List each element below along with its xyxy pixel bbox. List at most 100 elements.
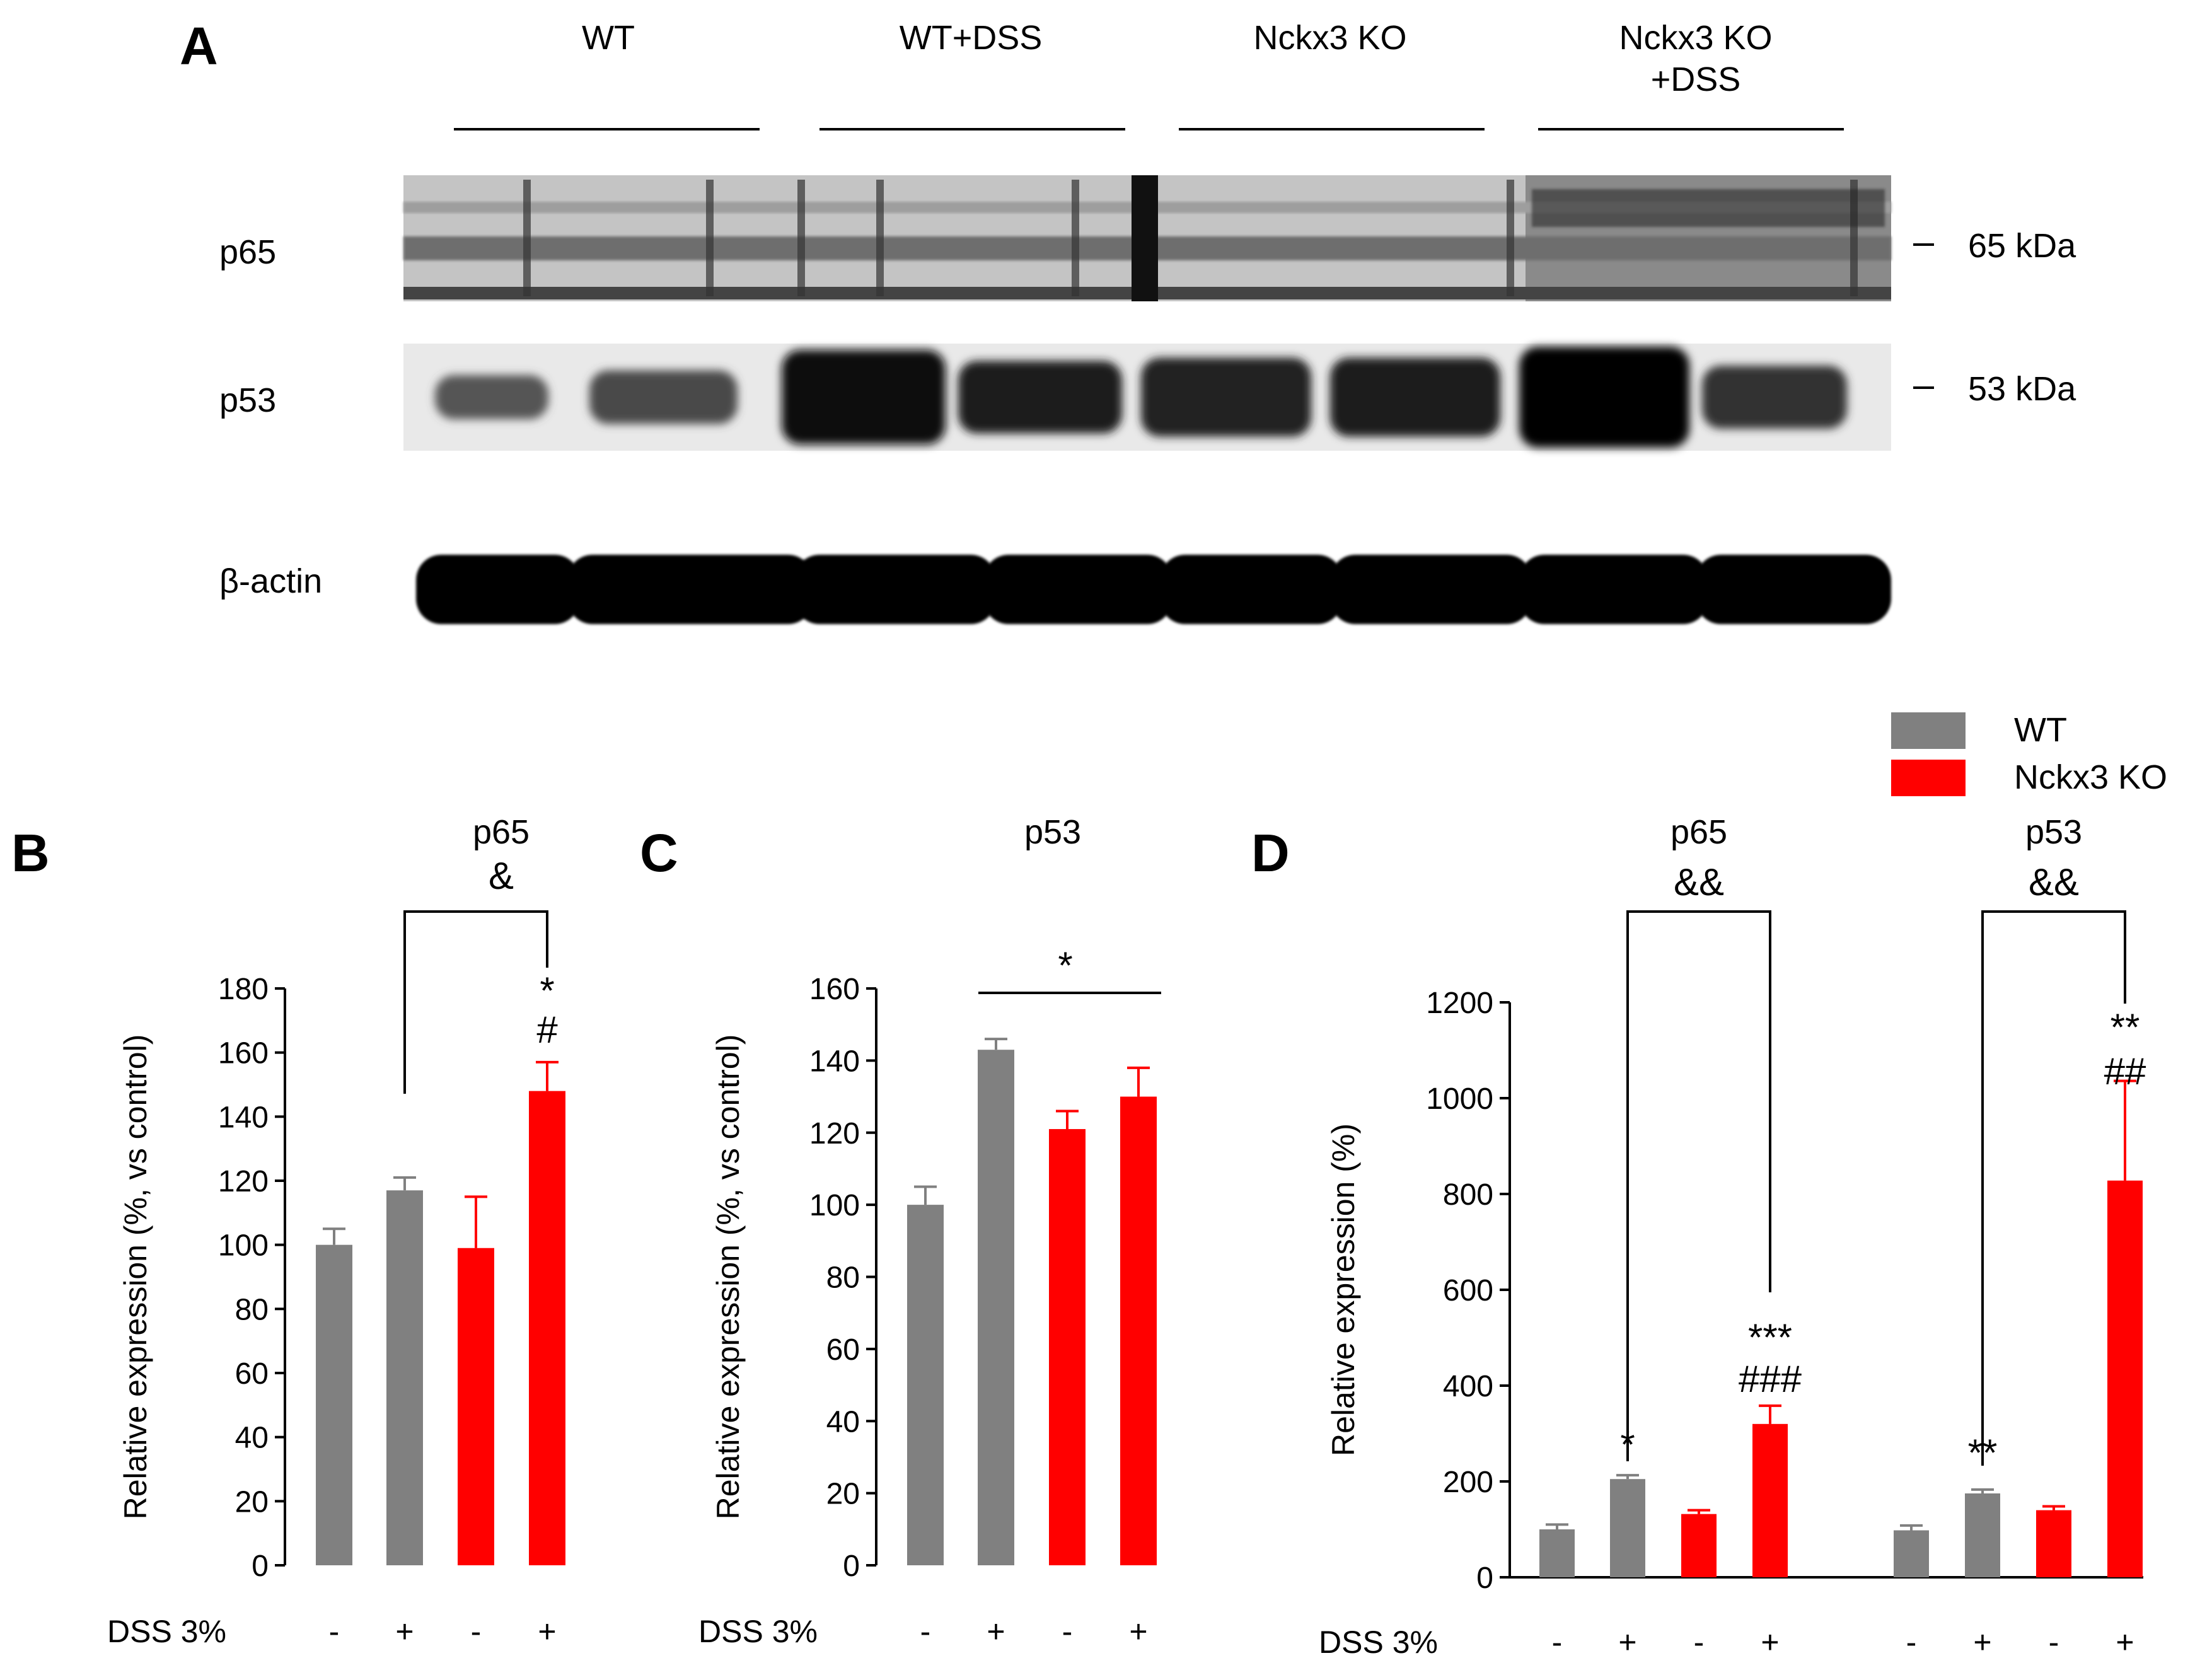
- p53-band: [435, 375, 548, 419]
- dss-sign: +: [538, 1614, 556, 1649]
- y-tick-label: 40: [235, 1422, 269, 1455]
- dss-sign: -: [1694, 1625, 1705, 1660]
- y-tick-label: 400: [1443, 1370, 1493, 1403]
- significance-mark: **: [1968, 1432, 1998, 1474]
- dss-sign: +: [1618, 1625, 1636, 1660]
- dss-sign: -: [1906, 1625, 1917, 1660]
- y-axis-title: Relative expression (%, vs control): [710, 1034, 746, 1520]
- p53-band: [1519, 347, 1689, 448]
- y-tick-label: 20: [235, 1485, 269, 1519]
- beta-actin-band: [1160, 555, 1343, 624]
- y-tick-label: 160: [809, 973, 860, 1006]
- y-tick-label: 100: [218, 1229, 269, 1263]
- p65-streak: [876, 180, 884, 296]
- beta-actin-band: [1696, 555, 1891, 624]
- y-tick-label: 0: [843, 1550, 860, 1583]
- dss-label: DSS 3%: [1319, 1625, 1438, 1660]
- significance-mark: *: [540, 970, 554, 1012]
- bar: [529, 1091, 565, 1565]
- dss-label: DSS 3%: [107, 1614, 226, 1649]
- significance-bracket: [403, 910, 548, 1094]
- bar: [386, 1190, 423, 1565]
- bar: [1965, 1493, 2000, 1577]
- bar: [1681, 1514, 1717, 1577]
- panel-letter-c: C: [640, 823, 678, 883]
- dss-sign: -: [1552, 1625, 1563, 1660]
- p65-streak: [1072, 180, 1079, 296]
- bar: [1539, 1529, 1575, 1577]
- legend-label: Nckx3 KO: [2014, 758, 2167, 796]
- y-tick-label: 600: [1443, 1274, 1493, 1307]
- bar: [1049, 1129, 1086, 1565]
- y-tick-label: 40: [826, 1405, 860, 1439]
- significance-mark: *: [1620, 1423, 1635, 1466]
- p65-streak: [797, 180, 805, 296]
- western-blot-panel: A WT WT+DSS Nckx3 KO Nckx3 KO +DSS p65 65 kDa…: [180, 16, 2076, 624]
- lane-group-label: WT: [582, 19, 635, 57]
- legend-label: WT: [2014, 711, 2067, 749]
- y-tick-label: 80: [826, 1261, 860, 1295]
- band-protein-label: p53: [219, 381, 276, 419]
- beta-actin-band: [1519, 555, 1708, 624]
- band-size-label: 65 kDa: [1968, 227, 2076, 265]
- panel-letter-b: B: [11, 823, 50, 883]
- bracket-label: &: [489, 855, 514, 897]
- p53-band: [1330, 357, 1500, 437]
- bar: [2036, 1510, 2071, 1577]
- band-protein-label: β-actin: [219, 562, 322, 600]
- y-tick-label: 140: [218, 1101, 269, 1134]
- beta-actin-band: [794, 555, 996, 624]
- dss-sign: +: [1129, 1614, 1147, 1649]
- significance-mark: ***: [1748, 1316, 1792, 1359]
- bar: [1894, 1530, 1929, 1577]
- y-axis-title: Relative expression (%): [1326, 1123, 1361, 1456]
- lane-group-label: WT+DSS: [900, 19, 1043, 57]
- chart-title: p65: [1671, 813, 1727, 851]
- p53-band: [589, 370, 738, 424]
- bar: [1120, 1096, 1157, 1565]
- y-axis-title: Relative expression (%, vs control): [118, 1034, 153, 1520]
- lane-group-label: Nckx3 KO: [1253, 19, 1406, 57]
- significance-mark: ##: [2104, 1050, 2146, 1092]
- beta-actin-band: [567, 555, 813, 624]
- y-tick-label: 20: [826, 1478, 860, 1511]
- y-tick-label: 120: [218, 1165, 269, 1198]
- y-tick-label: 180: [218, 973, 269, 1006]
- y-tick-label: 1200: [1426, 987, 1493, 1020]
- p65-streak: [523, 180, 531, 296]
- beta-actin-band: [416, 555, 580, 624]
- bracket-label: &&: [1674, 861, 1724, 903]
- bar: [1610, 1479, 1645, 1577]
- significance-bracket: [1626, 910, 1771, 1461]
- dss-label: DSS 3%: [698, 1614, 818, 1649]
- p53-band: [1141, 357, 1311, 437]
- bar: [907, 1205, 944, 1565]
- dss-sign: -: [920, 1614, 931, 1649]
- p65-dark-smear: [1532, 189, 1885, 227]
- chart-panel-d: D 0 200 400 600 800 1000 1200 Relative expressi…: [1251, 813, 2146, 1660]
- y-tick-label: 120: [809, 1117, 860, 1150]
- dss-sign: +: [2116, 1625, 2134, 1660]
- p53-band: [782, 350, 946, 444]
- panel-letter-a: A: [180, 16, 218, 76]
- legend: WT Nckx3 KO: [1891, 711, 2167, 796]
- lane-group-label: +DSS: [1651, 61, 1741, 98]
- y-tick-label: 1000: [1426, 1082, 1493, 1116]
- y-tick-label: 60: [235, 1357, 269, 1391]
- y-tick-label: 80: [235, 1293, 269, 1326]
- beta-actin-band: [1330, 555, 1532, 624]
- bar: [316, 1244, 352, 1565]
- significance-mark: #: [536, 1009, 558, 1051]
- p65-dark-streak: [1132, 175, 1158, 301]
- dss-sign: -: [329, 1614, 340, 1649]
- y-tick-label: 160: [218, 1037, 269, 1070]
- y-tick-label: 140: [809, 1045, 860, 1078]
- chart-panel-b: B 0 20 40 60 80 100 120 140 160 180 Relative expre…: [11, 813, 565, 1649]
- y-tick-label: 0: [252, 1550, 269, 1583]
- band-size-label: 53 kDa: [1968, 370, 2076, 408]
- bar: [2107, 1180, 2143, 1577]
- band-protein-label: p65: [219, 233, 276, 271]
- significance-bracket: [1981, 910, 2126, 1466]
- chart-panel-c: C 0 20 40 60 80 100 120 140 160 Relative expressi…: [640, 813, 1161, 1649]
